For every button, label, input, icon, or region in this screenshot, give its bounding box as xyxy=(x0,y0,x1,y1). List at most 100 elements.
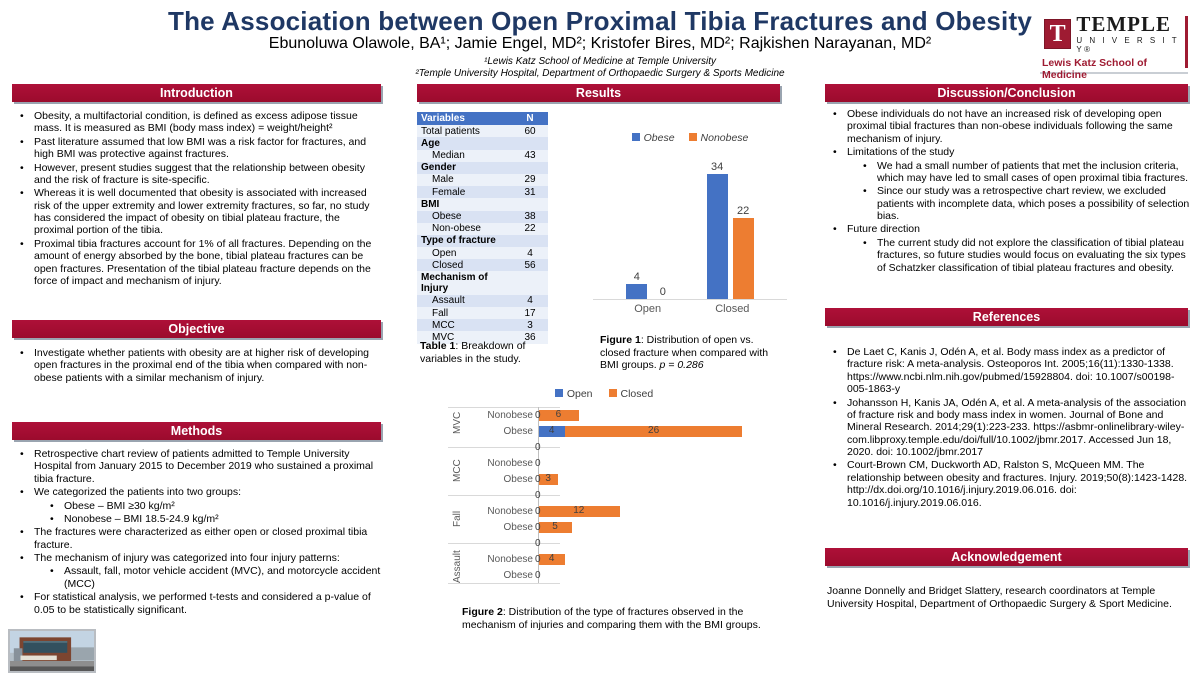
zero-value-label: 0 xyxy=(535,553,541,565)
poster-title: The Association between Open Proximal Ti… xyxy=(167,6,1032,36)
table-row: Type of fracture xyxy=(417,234,548,248)
bar-value-label: 0 xyxy=(659,286,666,298)
affiliation-1: ¹Lewis Katz School of Medicine at Temple… xyxy=(484,56,716,67)
row-label: Nonobese xyxy=(487,409,533,421)
table-cell-value xyxy=(512,161,548,174)
bullet-text: Future direction xyxy=(847,223,920,236)
group-axis-label-mcc: MCC xyxy=(452,459,463,483)
table-row: Assault 4 xyxy=(417,294,548,307)
bullet-marker: • xyxy=(833,146,837,159)
methods-list: • Retrospective chart review of patients … xyxy=(12,448,382,617)
segment-closed xyxy=(538,473,559,485)
bullet-item: • Retrospective chart review of patients … xyxy=(12,448,382,485)
bullet-marker: • xyxy=(50,499,54,512)
section-header-references: References xyxy=(825,308,1188,326)
legend-item: Open xyxy=(554,388,593,400)
table-cell-label: Female xyxy=(417,186,512,199)
bullet-text: Assault, fall, motor vehicle accident (M… xyxy=(64,565,381,590)
chart-row-Assault-Obese: Obese 0 xyxy=(420,567,788,583)
temple-t-icon: T xyxy=(1044,19,1072,49)
logo-university-sub: U N I V E R S I T Y® xyxy=(1076,36,1179,54)
figure-1-plot-area: 4 0 34 22 xyxy=(593,148,787,300)
bullet-text: For statistical analysis, we performed t… xyxy=(34,591,371,616)
segment-value-label: 4 xyxy=(548,425,555,436)
bullet-item: • Obese individuals do not have an increa… xyxy=(825,108,1191,145)
table-row: BMI xyxy=(417,198,548,211)
row-label: Nonobese xyxy=(487,457,533,469)
chart-spacer-row: 0 xyxy=(420,439,788,455)
bullet-item: • Past literature assumed that low BMI wa… xyxy=(12,136,382,161)
bullet-item: • The mechanism of injury was categorized… xyxy=(12,552,382,564)
table-cell-value: 38 xyxy=(512,210,548,223)
table-row: Female 31 xyxy=(417,186,548,199)
acknowledgement-text: Joanne Donnelly and Bridget Slattery, re… xyxy=(827,585,1172,610)
bar-value-label: 34 xyxy=(711,161,724,173)
table-cell-value: 60 xyxy=(512,125,548,138)
segment-value-label: 6 xyxy=(555,409,562,420)
zero-value-label: 0 xyxy=(535,521,541,533)
table-cell-label: Median xyxy=(417,149,512,162)
figure-2-legend: Open Closed xyxy=(420,388,788,400)
row-label: Obese xyxy=(503,425,533,437)
bullet-marker: • xyxy=(863,159,867,172)
bullet-item: • Johansson H, Kanis JA, Odén A, et al. A… xyxy=(825,397,1191,459)
bullet-item: • Since our study was a retrospective cha… xyxy=(825,185,1191,222)
bullet-text: Investigate whether patients with obesit… xyxy=(34,347,370,384)
bar-area: 0 xyxy=(535,490,788,501)
table-header-row: Variables N xyxy=(417,112,548,126)
table-cell-label: Gender xyxy=(417,161,512,174)
table-row: MCC 3 xyxy=(417,319,548,332)
table-cell-label: Non-obese xyxy=(417,222,512,235)
zero-value-label: 0 xyxy=(535,409,541,421)
table-row: Open 4 xyxy=(417,247,548,260)
table-cell-value: 4 xyxy=(512,294,548,307)
bullet-item: • De Laet C, Kanis J, Odén A, et al. Body… xyxy=(825,346,1191,396)
chart-spacer-row: 0 xyxy=(420,487,788,503)
bullet-item: • We categorized the patients into two gr… xyxy=(12,486,382,498)
bullet-text: Court-Brown CM, Duckworth AD, Ralston S,… xyxy=(847,459,1188,509)
table-cell-value: 4 xyxy=(512,247,548,260)
bullet-marker: • xyxy=(20,448,24,460)
table-row: Non-obese 22 xyxy=(417,222,548,235)
segment-closed xyxy=(538,505,620,517)
bar-wrapper: 0 xyxy=(652,286,673,299)
bar-area: 0 xyxy=(535,442,788,453)
bullet-item: • Obesity, a multifactorial condition, is… xyxy=(12,110,382,135)
bullet-text: We categorized the patients into two gro… xyxy=(34,486,242,499)
segment-value-label: 12 xyxy=(573,505,585,516)
zero-value-label: 0 xyxy=(535,473,541,485)
x-axis-label: Open xyxy=(634,303,662,315)
chart-row-MCC-Obese: Obese 0 3 xyxy=(420,471,788,487)
legend-swatch-icon xyxy=(608,389,617,397)
bar-area: 0 xyxy=(535,538,788,549)
bar-obese-closed xyxy=(706,174,728,299)
bullet-item: • The current study did not explore the c… xyxy=(825,237,1191,274)
chart-row-MVC-Obese: Obese 4 26 xyxy=(420,423,788,439)
figure-2-caption: Figure 2: Distribution of the type of fr… xyxy=(462,606,761,631)
table-cell-value: 17 xyxy=(512,307,548,320)
bullet-marker: • xyxy=(20,237,24,250)
bullet-marker: • xyxy=(20,552,24,564)
chart-spacer-row: 0 xyxy=(420,535,788,551)
bullet-item: • However, present studies suggest that t… xyxy=(12,162,382,187)
bullet-text: Nonobese – BMI 18.5-24.9 kg/m² xyxy=(64,512,219,525)
x-axis-label: Closed xyxy=(715,303,750,315)
segment-value-label: 3 xyxy=(545,473,551,484)
bullet-item: • Limitations of the study xyxy=(825,146,1191,158)
bar-group-closed: 34 22 xyxy=(706,161,754,299)
table-row: Mechanism of Injury xyxy=(417,271,548,295)
table-row: Age xyxy=(417,137,548,150)
bar-value-label: 4 xyxy=(633,271,640,283)
bullet-marker: • xyxy=(20,526,24,539)
segment-closed xyxy=(538,521,572,533)
table-cell-label: Type of fracture xyxy=(417,234,512,248)
poster-authors: Ebunoluwa Olawole, BA¹; Jamie Engel, MD²… xyxy=(268,35,932,52)
table-cell-label: Closed xyxy=(417,259,512,272)
group-axis-label-mvc: MVC xyxy=(452,411,463,435)
temple-university-logo: T TEMPLE U N I V E R S I T Y® Lewis Katz… xyxy=(1040,10,1188,81)
segment-value-label: 5 xyxy=(552,521,558,532)
table-cell-value: 56 xyxy=(512,259,548,272)
figure-1-category-labels: Open Closed xyxy=(593,303,787,315)
